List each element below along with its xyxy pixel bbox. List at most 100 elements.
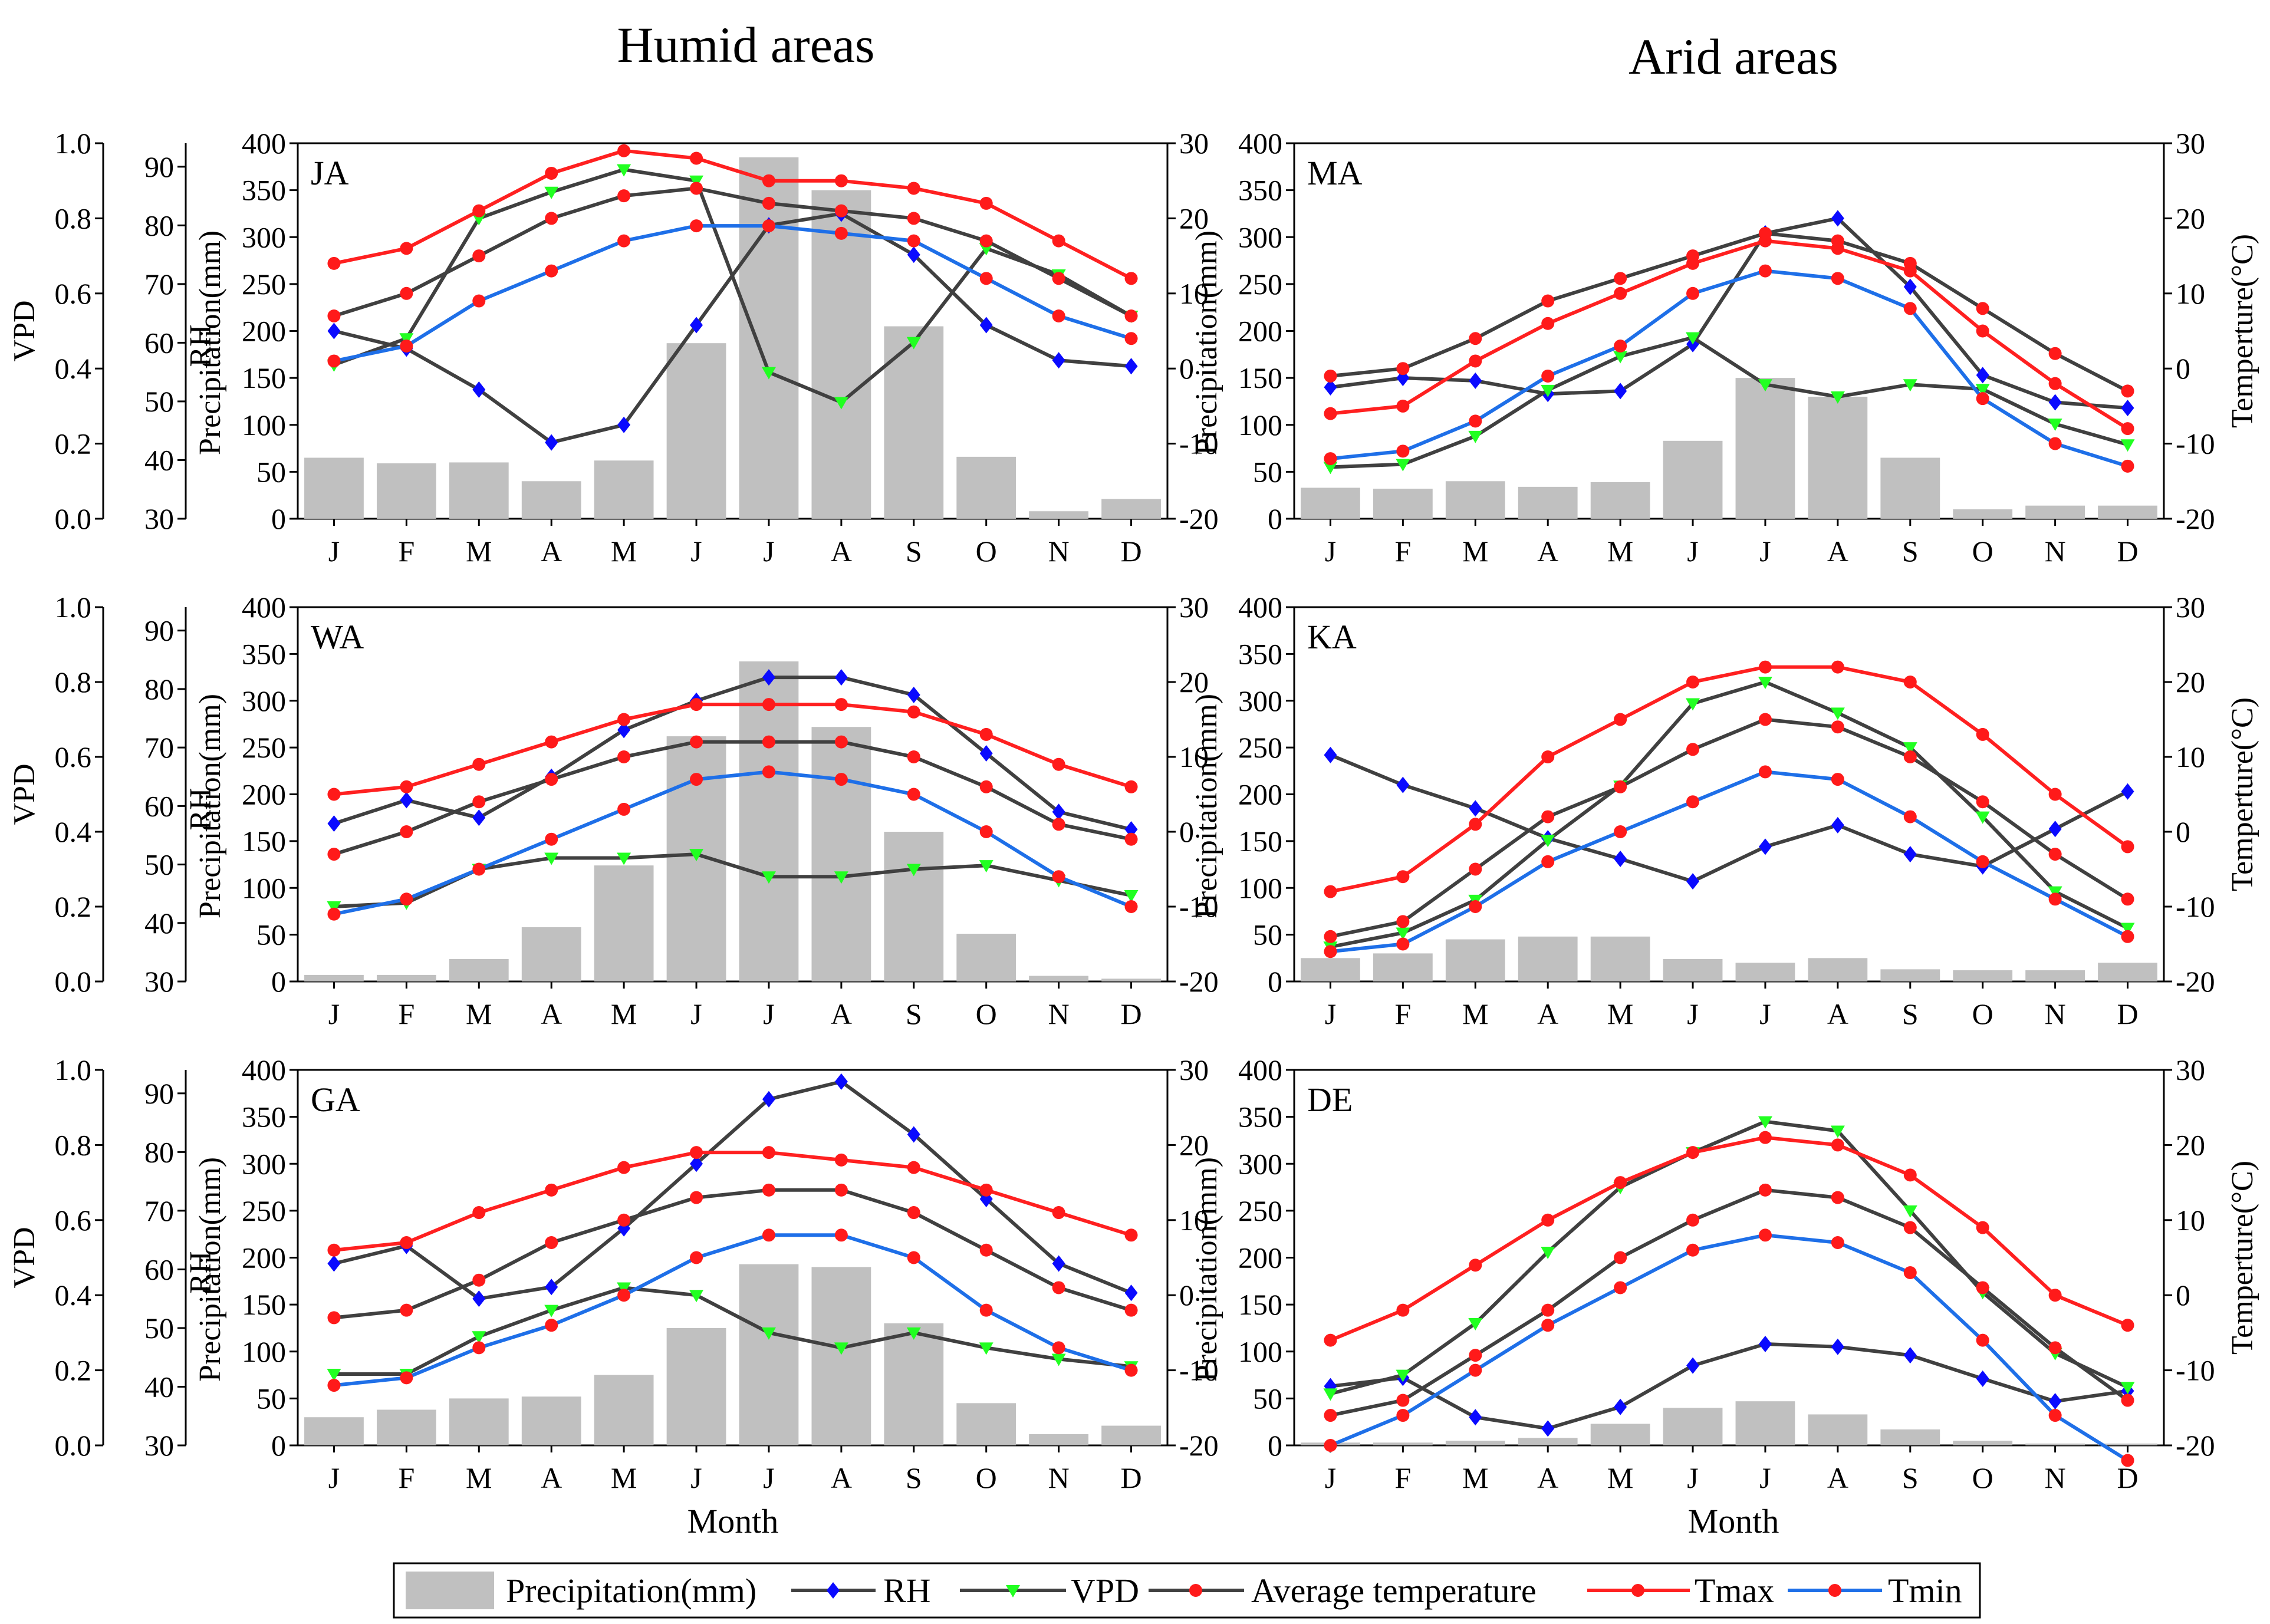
precip-bar [376,463,436,519]
vpd-tick-label: 0.8 [55,202,92,235]
tmin-point [1124,900,1138,913]
tavg-point [400,825,413,838]
vpd-axis-title: VPD [8,300,41,361]
rh-point [1758,838,1772,855]
rh-point [1903,846,1917,863]
vpd-line [1330,335,2128,469]
vpd-point [1396,927,1410,940]
vpd-tick-label: 0.2 [55,1354,92,1387]
tavg-point [1396,915,1410,928]
tmin-point [617,1289,631,1302]
plot-frame [297,1069,1169,1447]
tmax-point [400,242,413,255]
precip-bar [1518,486,1578,519]
panels: 400350300250200150100500Precipitation(mm… [8,127,2259,1540]
vpd-point [544,852,559,865]
temp-tick-label: -10 [1179,1354,1219,1387]
tavg-point [400,286,413,300]
vpd-point [1323,1388,1338,1401]
rh-line [333,676,1132,831]
rh-point [979,317,993,334]
rh-tick-label: 50 [144,385,174,418]
precip-bar [449,1398,509,1445]
rh-line [1330,1342,2128,1431]
tavg-point [834,735,848,749]
tmax-line [1330,239,2129,430]
temp-tick-label: -20 [2176,1429,2215,1462]
vpd-axis-title: VPD [8,763,41,825]
month-label: M [611,535,637,568]
tavg-point [400,1303,413,1317]
temp-axis-title: Temperture(°C) [2226,234,2259,428]
tmax-point [1903,264,1917,278]
rh-tick-label: 30 [144,1429,174,1462]
rh-point [1976,367,1989,384]
tmax-point [1324,407,1337,420]
tavg-point [472,795,486,809]
vpd-point [1975,811,1990,824]
vpd-point [617,164,631,177]
plot-frame [1293,142,2165,520]
rh-tick-label: 40 [144,907,174,940]
tmin-point [1052,1341,1065,1355]
vpd-point [689,849,704,862]
rh-tick-label: 70 [144,1194,174,1227]
vpd-point [1903,379,1917,392]
rh-point [1052,803,1065,821]
vpd-line [1330,1119,2128,1396]
legend-marker-rh [827,1582,840,1599]
rh-point [2048,821,2062,838]
tmax-point [834,1153,848,1167]
precip-tick-label: 100 [242,871,286,904]
tmax-point [1541,750,1555,763]
temp-tick-label: 30 [2176,1053,2205,1086]
month-label: J [690,535,702,568]
month-label: J [1325,997,1336,1030]
precip-tick-label: 150 [242,825,286,858]
precip-bar [1880,1429,1940,1445]
rh-point [1396,776,1410,793]
vpd-point [2120,439,2135,452]
month-label: M [1462,535,1488,568]
tmin-point [1541,369,1555,383]
tavg-point [2048,347,2062,360]
tavg-point [617,189,631,203]
vpd-point [327,901,341,914]
rh-point [2048,394,2062,411]
vpd-point [979,1342,993,1355]
precip-tick-label: 300 [1238,684,1282,717]
rh-point [1052,352,1065,369]
tmax-point [1758,660,1772,674]
temp-tick-label: 20 [2176,666,2205,699]
precip-bar [304,457,364,519]
tmin-point [1758,765,1772,779]
tmax-point [979,1183,993,1197]
tmin-point [834,773,848,786]
tmax-point [1124,272,1138,285]
vpd-point [1541,835,1555,848]
precip-bar [1663,440,1723,519]
rh-tick-label: 40 [144,443,174,476]
precip-bar [1518,936,1578,981]
precip-tick-label: 300 [1238,1147,1282,1180]
precip-bar [1663,958,1723,981]
vpd-point [906,864,921,877]
tmax-point [1052,234,1065,248]
tmin-point [327,1379,341,1392]
rh-point [907,1126,920,1143]
month-label: S [906,997,922,1030]
tavg-point [545,1236,558,1250]
precip-bar [521,927,581,981]
precip-bar [594,865,654,981]
temp-tick-label: 20 [2176,1128,2205,1161]
tavg-point [979,234,993,248]
precip-bar [449,958,509,981]
month-label: J [328,535,340,568]
panel-label: KA [1307,618,1357,656]
month-label: M [466,1461,492,1494]
rh-tick-label: 90 [144,1077,174,1110]
tavg-point [762,735,775,749]
precip-bar [1518,1438,1578,1445]
precip-bar [666,1327,726,1445]
precip-bar [956,456,1016,519]
